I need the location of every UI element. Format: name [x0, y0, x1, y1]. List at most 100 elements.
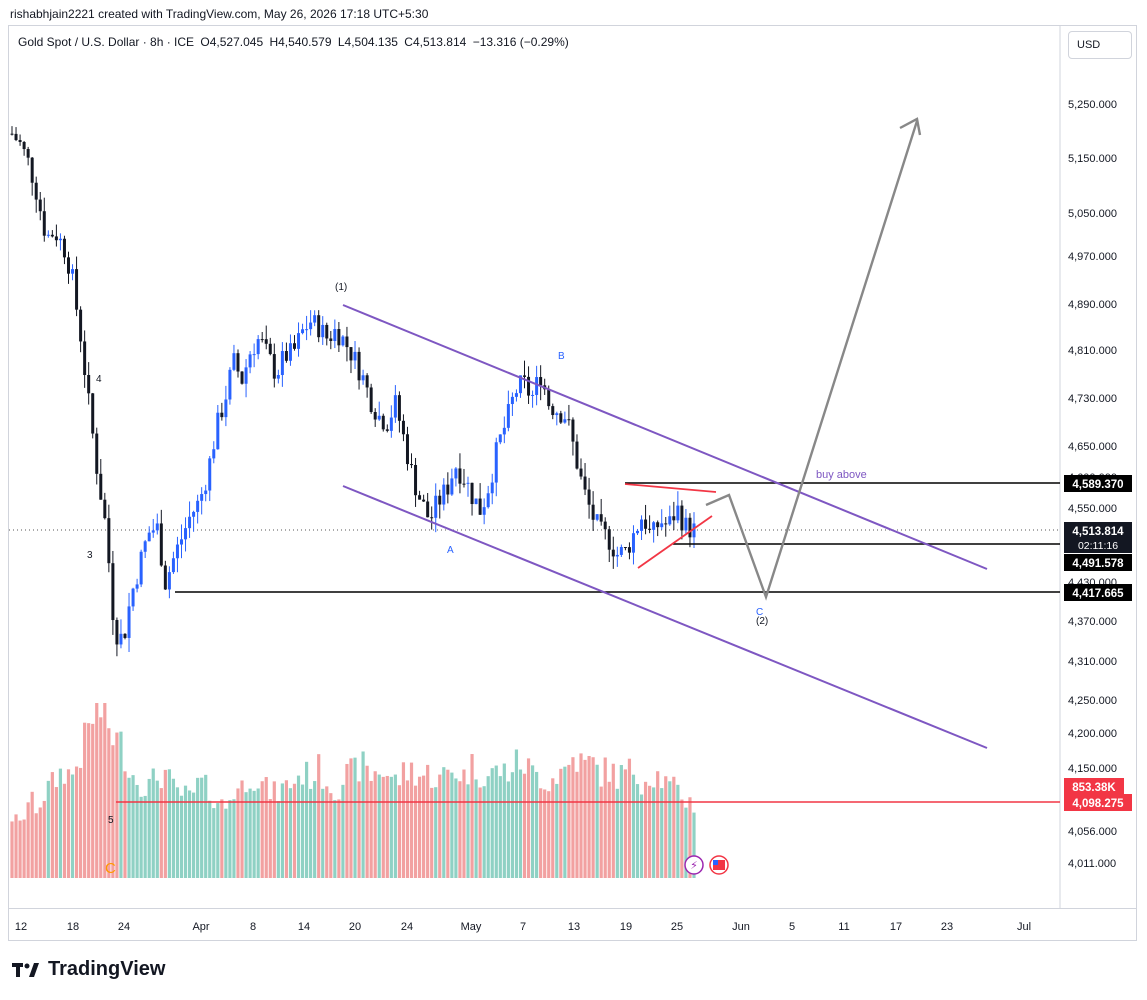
candle-body: [22, 141, 26, 150]
channel-lower-line[interactable]: [342, 485, 988, 749]
candle-body: [333, 329, 337, 341]
triangle-upper-line[interactable]: [624, 483, 717, 493]
candle-body: [71, 269, 75, 274]
volume-bar: [42, 800, 46, 878]
volume-bar: [466, 784, 470, 878]
volume-bar: [619, 765, 623, 878]
candle-body: [353, 351, 357, 361]
volume-bar: [139, 796, 143, 878]
volume-bar: [430, 787, 434, 878]
volume-bar: [248, 788, 252, 878]
candle-body: [430, 517, 434, 519]
volume-bar: [252, 790, 256, 878]
candle-body: [91, 393, 95, 434]
volume-bar: [296, 775, 301, 878]
price-tick-label: 4,730.000: [1068, 393, 1117, 405]
candle-body: [34, 182, 38, 200]
candle-body: [688, 517, 692, 538]
volume-bar: [648, 785, 652, 878]
candle-body: [10, 133, 14, 135]
candle-body: [184, 528, 188, 540]
volume-bar: [397, 785, 402, 878]
lightning-event-icon[interactable]: [684, 855, 704, 875]
volume-bar: [611, 763, 615, 878]
lightning-glyph-icon: ⚡: [690, 859, 698, 872]
candle-body: [357, 351, 361, 381]
time-tick-label: 20: [349, 921, 361, 933]
candle-body: [627, 547, 631, 553]
candle-body: [46, 234, 50, 236]
volume-bar: [244, 792, 248, 878]
symbol-label[interactable]: Gold Spot / U.S. Dollar · 8h · ICE: [18, 35, 195, 49]
volume-bar: [175, 787, 180, 878]
candle-body: [87, 375, 91, 394]
price-tick-label: 5,250.000: [1068, 99, 1117, 111]
support-1-tag-text: 4,491.578: [1072, 558, 1124, 570]
triangle-lower-line[interactable]: [637, 515, 713, 569]
tradingview-logo[interactable]: TradingView: [12, 958, 165, 981]
price-tick-label: 5,150.000: [1068, 153, 1117, 165]
candle-body: [95, 433, 99, 474]
candle-body: [377, 415, 381, 420]
volume-bar: [454, 778, 458, 878]
candle-body: [50, 234, 54, 237]
channel-upper-line[interactable]: [342, 304, 988, 570]
candle-body: [321, 324, 325, 338]
candle-body: [611, 549, 615, 557]
candle-body: [107, 518, 111, 564]
chart-frame: [8, 25, 1137, 941]
volume-bar: [179, 795, 184, 878]
support-2-tag: [1064, 584, 1132, 601]
volume-bar: [506, 781, 510, 878]
candle-body: [559, 413, 563, 423]
volume-bar: [571, 757, 575, 878]
time-tick-label: 14: [298, 921, 310, 933]
wave-1-label: (1): [335, 282, 347, 293]
volume-bar: [50, 772, 54, 878]
candle-body: [656, 522, 660, 528]
volume-bar: [212, 808, 216, 878]
candle-body: [607, 529, 611, 550]
candle-body: [442, 484, 446, 505]
candle-body: [450, 478, 454, 495]
volume-bar: [595, 764, 599, 878]
tradingview-logo-icon: [12, 962, 39, 977]
candle-body: [155, 523, 159, 531]
volume-bar: [405, 780, 410, 878]
last-price-tag: [1064, 522, 1132, 553]
candle-body: [506, 404, 510, 428]
candle-body: [478, 498, 482, 515]
candle-body: [539, 377, 543, 386]
volume-bar: [401, 762, 406, 878]
currency-button[interactable]: USD: [1068, 31, 1132, 59]
candle-body: [260, 339, 264, 341]
volume-bar: [385, 775, 389, 878]
price-axis[interactable]: 5,250.000 5,150.000 5,050.000 4,970.000 4,89…: [1068, 99, 1117, 870]
candle-body: [551, 406, 555, 416]
candle-body: [510, 396, 514, 405]
volume-bar: [99, 717, 103, 878]
candle-body: [438, 495, 442, 505]
time-axis[interactable]: 12 18 24 Apr 8 14 20 24 May 7 13 19 25 Jun 5 11 17 23 Jul: [15, 921, 1031, 933]
volume-bar: [280, 783, 284, 878]
volume-bar: [276, 801, 280, 878]
volume-bar: [107, 728, 111, 878]
candle-body: [531, 394, 535, 396]
volume-bar: [91, 723, 95, 878]
time-tick-label: 12: [15, 921, 27, 933]
price-tick-label: 4,370.000: [1068, 616, 1117, 628]
volume-bar: [498, 776, 502, 878]
volume-bar: [272, 781, 276, 878]
candle-body: [603, 521, 607, 530]
candle-body: [640, 519, 644, 531]
volume-bar: [187, 790, 192, 878]
volume-tag-text: 853.38K: [1072, 782, 1116, 794]
candle-body: [244, 367, 248, 384]
volume-bar: [635, 784, 640, 878]
projection-path[interactable]: [705, 120, 919, 601]
price-tick-label: 4,310.000: [1068, 656, 1117, 668]
volume-bar: [417, 776, 422, 878]
volume-bar: [143, 795, 147, 878]
volume-bar: [119, 731, 123, 878]
